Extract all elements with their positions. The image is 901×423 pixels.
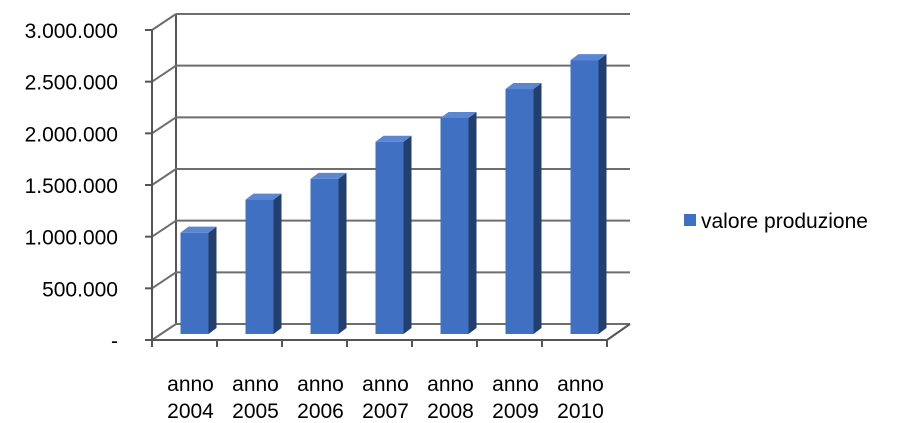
legend: valore produzione bbox=[684, 210, 868, 233]
bar-front bbox=[245, 199, 274, 334]
bar-front bbox=[570, 60, 599, 334]
bars bbox=[180, 54, 607, 335]
bar-top bbox=[570, 54, 607, 61]
gridline-side bbox=[151, 323, 177, 341]
bar-top bbox=[245, 193, 282, 200]
x-category-label-line1: anno bbox=[297, 373, 344, 396]
bar-top bbox=[505, 83, 542, 90]
gridline-side bbox=[151, 168, 177, 186]
x-category-label-line2: 2004 bbox=[167, 400, 214, 423]
x-category-label-line1: anno bbox=[362, 373, 409, 396]
y-tick-label: 2.000.000 bbox=[25, 123, 118, 146]
bar-anno-2005 bbox=[245, 193, 282, 334]
y-tick-label: 1.000.000 bbox=[25, 227, 118, 250]
gridline-side bbox=[151, 116, 177, 135]
y-tick-label: - bbox=[111, 330, 118, 353]
bar-side bbox=[403, 135, 412, 334]
x-category-label-line2: 2010 bbox=[557, 400, 604, 423]
gridline-side bbox=[151, 271, 177, 290]
bar-side bbox=[338, 172, 347, 334]
bar-side bbox=[273, 193, 282, 334]
gridline-side bbox=[151, 219, 177, 238]
gridline-side bbox=[151, 13, 177, 31]
y-axis-tick-labels: - 500.000 1.000.000 1.500.000 2.000.000 2.500… bbox=[25, 20, 118, 353]
bar-anno-2004 bbox=[180, 226, 217, 334]
bar-side bbox=[533, 83, 542, 335]
y-tick-label: 2.500.000 bbox=[25, 72, 118, 95]
x-category-label-line2: 2008 bbox=[427, 400, 474, 423]
y-tick-label: 500.000 bbox=[42, 278, 118, 301]
bar-anno-2007 bbox=[375, 135, 412, 334]
x-category-label-line2: 2005 bbox=[232, 400, 279, 423]
x-category-label-line1: anno bbox=[232, 373, 279, 396]
bar-anno-2010 bbox=[570, 54, 607, 334]
bar-top bbox=[310, 172, 347, 179]
legend-swatch bbox=[684, 214, 696, 226]
legend-label-valore-produzione: valore produzione bbox=[701, 210, 868, 233]
x-category-label-line2: 2009 bbox=[492, 400, 539, 423]
bar-front bbox=[375, 141, 404, 334]
bar-front bbox=[180, 232, 209, 334]
y-tick-label: 3.000.000 bbox=[25, 20, 118, 43]
bar-front bbox=[310, 178, 339, 334]
bar-anno-2009 bbox=[505, 83, 542, 335]
bar-top bbox=[440, 111, 477, 118]
gridline-side bbox=[151, 64, 177, 83]
bar-anno-2006 bbox=[310, 172, 347, 334]
x-category-label-line2: 2006 bbox=[297, 400, 344, 423]
bar-anno-2008 bbox=[440, 111, 477, 334]
bar-top bbox=[180, 226, 217, 233]
bar-side bbox=[208, 226, 217, 334]
floor-edge bbox=[606, 323, 631, 341]
x-axis bbox=[151, 30, 631, 347]
x-category-label-line1: anno bbox=[427, 373, 474, 396]
bar-top bbox=[375, 135, 412, 142]
bar-side bbox=[468, 111, 477, 334]
x-category-label-line2: 2007 bbox=[362, 400, 409, 423]
bar-side bbox=[598, 54, 607, 334]
bar-front bbox=[505, 89, 534, 335]
x-category-label-line1: anno bbox=[167, 373, 214, 396]
x-axis-category-labels: anno 2004 anno 2005 anno 2006 anno 2007 anno 2008… bbox=[167, 373, 604, 423]
y-tick-label: 1.500.000 bbox=[25, 175, 118, 198]
x-category-label-line1: anno bbox=[557, 373, 604, 396]
bar-front bbox=[440, 117, 469, 334]
x-category-label-line1: anno bbox=[492, 373, 539, 396]
